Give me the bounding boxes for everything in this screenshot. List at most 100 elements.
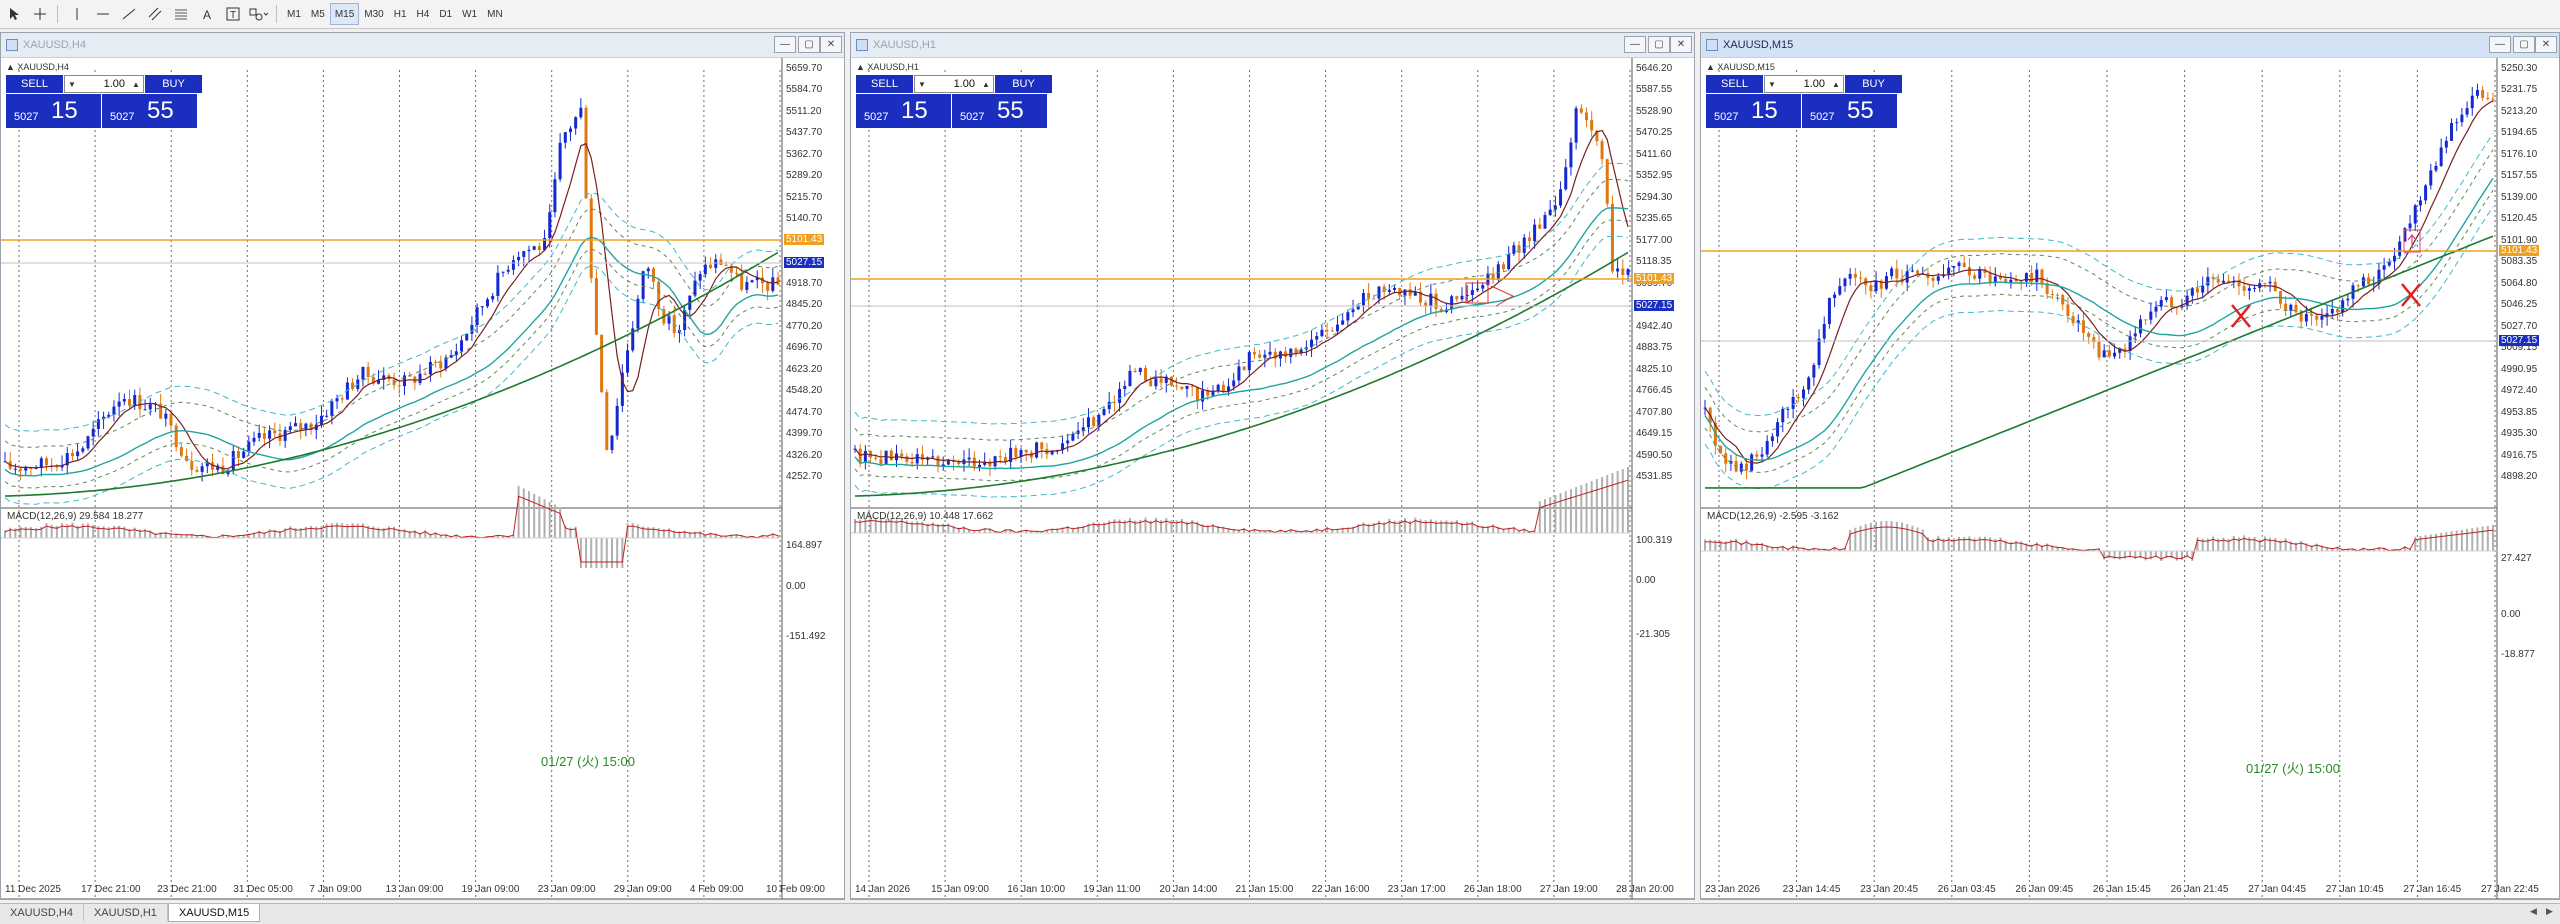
bid-price-box[interactable]: 5027 15 bbox=[6, 94, 101, 128]
lot-increase-icon[interactable]: ▲ bbox=[1832, 79, 1840, 89]
buy-button[interactable]: BUY bbox=[995, 75, 1052, 93]
maximize-button[interactable]: ▢ bbox=[798, 36, 820, 53]
fibonacci-icon[interactable] bbox=[169, 2, 193, 26]
timeframe-w1-button[interactable]: W1 bbox=[462, 8, 478, 20]
price-chart[interactable] bbox=[1701, 58, 2559, 900]
lot-increase-icon[interactable]: ▲ bbox=[132, 79, 140, 89]
candle-body bbox=[1092, 417, 1096, 427]
candle-body bbox=[998, 456, 1002, 458]
candle-body bbox=[1776, 422, 1780, 437]
text-icon[interactable]: A bbox=[195, 2, 219, 26]
minimize-button[interactable]: — bbox=[2489, 36, 2511, 53]
candle-body bbox=[946, 459, 950, 465]
timeframe-h1-button[interactable]: H1 bbox=[393, 8, 407, 20]
price-chart[interactable] bbox=[851, 58, 1694, 900]
timeframe-m15-button[interactable]: M15 bbox=[329, 3, 360, 25]
tab-scroll-left-icon[interactable]: ◀ bbox=[2530, 906, 2537, 916]
candle-body bbox=[1564, 167, 1568, 190]
bid-price-large: 15 bbox=[1751, 97, 1778, 124]
candle-body bbox=[1626, 269, 1630, 275]
timeframe-h4-button[interactable]: H4 bbox=[416, 8, 430, 20]
window-titlebar[interactable]: XAUUSD,M15 bbox=[1701, 33, 2559, 58]
crosshair-icon[interactable] bbox=[28, 2, 52, 26]
sell-button[interactable]: SELL bbox=[1706, 75, 1763, 93]
timeframe-m5-button[interactable]: M5 bbox=[310, 8, 325, 20]
candle-body bbox=[636, 298, 640, 329]
lot-decrease-icon[interactable]: ▼ bbox=[1768, 79, 1776, 89]
candle-body bbox=[1770, 436, 1774, 442]
candle-body bbox=[2164, 297, 2168, 301]
time-axis-label: 26 Jan 21:45 bbox=[2170, 884, 2229, 895]
bid-price-box[interactable]: 5027 15 bbox=[1706, 94, 1801, 128]
maximize-button[interactable]: ▢ bbox=[1648, 36, 1670, 53]
price-chart[interactable] bbox=[1, 58, 844, 900]
ask-price-box[interactable]: 5027 55 bbox=[102, 94, 197, 128]
cursor-icon[interactable] bbox=[2, 2, 26, 26]
chart-window-m15[interactable]: XAUUSD,M15— ▢ ✕ ▲ XAUUSD,M15 SELL ▼ 1.00 ▲ BUY 50… bbox=[1700, 32, 2560, 900]
lot-size-input[interactable]: ▼ 1.00 ▲ bbox=[64, 75, 144, 93]
close-button[interactable]: ✕ bbox=[820, 36, 842, 53]
bid-price-box[interactable]: 5027 15 bbox=[856, 94, 951, 128]
macd-axis-label: -18.877 bbox=[2501, 649, 2535, 660]
tab-xauusd-m15[interactable]: XAUUSD,M15 bbox=[167, 904, 261, 922]
lot-increase-icon[interactable]: ▲ bbox=[982, 79, 990, 89]
timeframe-m30-button[interactable]: M30 bbox=[364, 8, 384, 20]
tab-xauusd-h1[interactable]: XAUUSD,H1 bbox=[84, 904, 168, 921]
lot-size-input[interactable]: ▼ 1.00 ▲ bbox=[914, 75, 994, 93]
candle-body bbox=[2081, 320, 2085, 333]
sell-button[interactable]: SELL bbox=[6, 75, 63, 93]
candle-body bbox=[1439, 308, 1443, 313]
candle-body bbox=[39, 458, 43, 469]
maximize-button[interactable]: ▢ bbox=[2513, 36, 2535, 53]
candle-body bbox=[1786, 408, 1790, 410]
horizontal-line-icon[interactable] bbox=[91, 2, 115, 26]
lot-decrease-icon[interactable]: ▼ bbox=[918, 79, 926, 89]
ma-slow-line bbox=[1705, 235, 2494, 489]
time-axis-label: 27 Jan 22:45 bbox=[2481, 884, 2539, 895]
sell-button[interactable]: SELL bbox=[856, 75, 913, 93]
candle-body bbox=[1247, 352, 1251, 371]
shapes-icon[interactable] bbox=[247, 2, 271, 26]
candle-body bbox=[2475, 90, 2479, 96]
window-titlebar[interactable]: XAUUSD,H1 bbox=[851, 33, 1694, 58]
close-button[interactable]: ✕ bbox=[1670, 36, 1692, 53]
chart-window-h1[interactable]: XAUUSD,H1— ▢ ✕ ▲ XAUUSD,H1 SELL ▼ 1.00 ▲ BUY 5027… bbox=[850, 32, 1695, 900]
window-titlebar[interactable]: XAUUSD,H4 bbox=[1, 33, 844, 58]
price-axis-label: 5289.20 bbox=[786, 170, 823, 182]
candle-body bbox=[1159, 378, 1163, 383]
text-label-icon[interactable]: T bbox=[221, 2, 245, 26]
lot-decrease-icon[interactable]: ▼ bbox=[68, 79, 76, 89]
candle-body bbox=[185, 455, 189, 461]
lot-size-input[interactable]: ▼ 1.00 ▲ bbox=[1764, 75, 1844, 93]
candle-body bbox=[2393, 255, 2396, 262]
minimize-button[interactable]: — bbox=[1624, 36, 1646, 53]
candle-body bbox=[273, 430, 277, 434]
channel-icon[interactable] bbox=[143, 2, 167, 26]
tab-scroll-right-icon[interactable]: ▶ bbox=[2546, 906, 2553, 916]
time-axis-label: 14 Jan 2026 bbox=[855, 884, 911, 895]
ask-price-box[interactable]: 5027 55 bbox=[1802, 94, 1897, 128]
trendline-icon[interactable] bbox=[117, 2, 141, 26]
candle-body bbox=[2491, 98, 2495, 100]
candle-body bbox=[553, 179, 557, 213]
candle-body bbox=[1739, 463, 1743, 472]
candle-body bbox=[1988, 272, 1992, 284]
bollinger-band-line bbox=[1704, 190, 2494, 474]
candle-body bbox=[2102, 350, 2106, 358]
chart-window-h4[interactable]: XAUUSD,H4— ▢ ✕ ▲ XAUUSD,H4 SELL ▼ 1.00 ▲ BUY 5027… bbox=[0, 32, 845, 900]
buy-button[interactable]: BUY bbox=[145, 75, 202, 93]
candle-body bbox=[2356, 285, 2360, 287]
tab-xauusd-h4[interactable]: XAUUSD,H4 bbox=[0, 904, 84, 921]
candle-body bbox=[304, 423, 308, 430]
buy-button[interactable]: BUY bbox=[1845, 75, 1902, 93]
timeframe-d1-button[interactable]: D1 bbox=[439, 8, 453, 20]
close-button[interactable]: ✕ bbox=[2535, 36, 2557, 53]
minimize-button[interactable]: — bbox=[774, 36, 796, 53]
candle-body bbox=[96, 419, 100, 429]
symbol-label: ▲ XAUUSD,M15 bbox=[1706, 62, 1775, 72]
vertical-line-icon[interactable] bbox=[65, 2, 89, 26]
ask-price-box[interactable]: 5027 55 bbox=[952, 94, 1047, 128]
timeframe-m1-button[interactable]: M1 bbox=[287, 8, 301, 20]
candle-body bbox=[1263, 354, 1267, 358]
timeframe-mn-button[interactable]: MN bbox=[487, 8, 503, 20]
